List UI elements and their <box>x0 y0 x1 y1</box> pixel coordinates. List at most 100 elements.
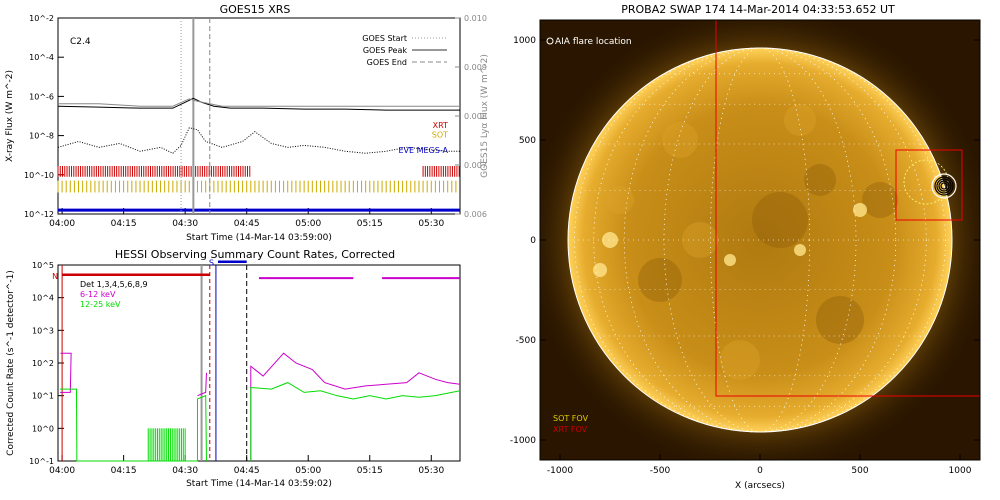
goes-ytick-label: 10^-10 <box>24 171 54 180</box>
hessi-mid-6-12 <box>197 372 207 397</box>
hessi-xtick-label: 04:30 <box>172 466 198 476</box>
aia-flare-contour <box>936 178 952 194</box>
hessi-xlabel: Start Time (14-Mar-14 03:59:02) <box>186 479 332 489</box>
goes-ytick-right-label: 0.006 <box>464 210 487 219</box>
solar-feature <box>804 164 836 196</box>
swap-ytick-label: 500 <box>519 136 536 146</box>
hessi-ytick-label: 10^-1 <box>29 457 54 466</box>
solar-feature <box>784 104 816 136</box>
sot-fov-box <box>895 149 963 221</box>
goes-ytick-right-label: 0.009 <box>464 63 487 72</box>
swap-xtick-label: 0 <box>757 466 763 476</box>
solar-feature <box>662 122 698 158</box>
swap-xtick-label: 500 <box>851 466 868 476</box>
hessi-panel: HESSI Observing Summary Count Rates, Cor… <box>6 248 461 489</box>
active-region <box>593 263 607 277</box>
goes-xtick-label: 05:15 <box>357 219 383 229</box>
goes-ytick-label: 10^-8 <box>29 132 54 141</box>
goes-ytick-label: 10^-2 <box>29 14 54 23</box>
swap-ytick-label: -1000 <box>510 436 536 446</box>
hessi-ytick-label: 10^3 <box>32 326 54 335</box>
goes-xtick-label: 04:30 <box>172 219 198 229</box>
longitude-line <box>593 47 927 433</box>
longitude-line <box>574 47 946 433</box>
goes-plot-area: 04:00 04:15 04:30 04:45 05:00 05:15 05:30 10^-2… <box>24 14 487 229</box>
coverage-label-2: EVE MEGS-A <box>398 146 448 155</box>
goes-series-2 <box>58 98 460 107</box>
solar-feature <box>682 222 718 258</box>
active-region <box>724 254 736 266</box>
hessi-title: HESSI Observing Summary Count Rates, Cor… <box>115 248 395 261</box>
goes-legend-label-1: GOES Peak <box>363 46 408 55</box>
swap-ytick-label: -500 <box>516 336 537 346</box>
aia-flare-contour <box>931 173 957 199</box>
sot-fov-ring <box>903 159 949 205</box>
goes-xlabel: Start Time (14-Mar-14 03:59:00) <box>186 233 332 243</box>
hessi-xtick-label: 04:00 <box>49 466 75 476</box>
hessi-early-12-25 <box>60 388 207 462</box>
hessi-frame <box>57 264 461 462</box>
hessi-early-6-12 <box>60 352 72 393</box>
solar-feature <box>816 296 864 344</box>
longitude-line <box>623 47 897 433</box>
aia-legend-marker <box>546 37 554 45</box>
swap-ytick-label: 0 <box>530 236 536 246</box>
goes-ylabel-right: GOES15 Lyα Flux (W m^-2) <box>480 54 490 178</box>
goes-legend-label-2: GOES End <box>367 58 407 67</box>
swap-ytick-label: 1000 <box>513 36 536 46</box>
hessi-xtick-label: 05:15 <box>357 466 383 476</box>
solar-feature <box>638 258 682 302</box>
hessi-ytick-label: 10^1 <box>32 392 54 401</box>
xrt-fov-box <box>715 20 980 397</box>
goes-ytick-right-label: 0.007 <box>464 161 487 170</box>
hessi-ytick-label: 10^0 <box>32 424 54 433</box>
hessi-xtick-label: 04:45 <box>234 466 260 476</box>
goes-xtick-label: 05:30 <box>418 219 444 229</box>
solar-feature <box>606 186 634 214</box>
hessi-xtick-label: 04:15 <box>111 466 137 476</box>
xrt-fov-legend: XRT FOV <box>553 425 588 434</box>
coverage-label-0: XRT <box>433 121 448 130</box>
hessi-ylabel: Corrected Count Rate (s^-1 detector^-1) <box>6 270 16 456</box>
goes-ytick-right-label: 0.008 <box>464 112 487 121</box>
solar-feature <box>720 340 760 380</box>
hessi-legend-label-0: Det 1,3,4,5,6,8,9 <box>80 280 148 289</box>
hessi-ytick-label: 10^2 <box>32 359 54 368</box>
goes-title: GOES15 XRS <box>220 3 291 16</box>
hessi-series-1 <box>250 382 461 461</box>
flare-class-label: C2.4 <box>70 37 91 47</box>
swap-xtick-label: -500 <box>650 466 671 476</box>
goes-legend-label-0: GOES Start <box>362 34 407 43</box>
active-region <box>794 244 806 256</box>
hessi-legend-label-1: 6-12 keV <box>80 290 116 299</box>
swap-title: PROBA2 SWAP 174 14-Mar-2014 04:33:53.652… <box>621 3 895 16</box>
aia-flare-contour <box>940 182 948 190</box>
hessi-xtick-label: 05:30 <box>418 466 444 476</box>
solar-feature <box>752 192 808 248</box>
active-region <box>853 203 867 217</box>
goes-ylabel: X-ray Flux (W m^-2) <box>5 70 15 162</box>
goes-series-0 <box>57 97 460 111</box>
hessi-ytick-label: 10^5 <box>32 261 54 270</box>
swap-panel: PROBA2 SWAP 174 14-Mar-2014 04:33:53.652… <box>510 3 981 491</box>
active-region <box>602 232 618 248</box>
coverage-label-1: SOT <box>432 131 448 140</box>
goes-xtick-label: 04:00 <box>49 219 75 229</box>
hessi-xtick-label: 05:00 <box>295 466 321 476</box>
solar-disk <box>568 48 952 432</box>
aia-legend-label: AIA flare location <box>555 37 632 47</box>
goes-xtick-label: 04:15 <box>111 219 137 229</box>
swap-xtick-label: 1000 <box>949 466 972 476</box>
goes-ytick-label: 10^-6 <box>29 92 54 101</box>
sot-fov-legend: SOT FOV <box>553 414 589 423</box>
solar-feature <box>862 182 898 218</box>
hessi-legend-label-2: 12-25 keV <box>80 300 121 309</box>
goes-panel: GOES15 XRS 04:00 04:15 04:30 04:45 05:00 05:1… <box>5 3 490 243</box>
swap-xtick-label: -1000 <box>547 466 573 476</box>
longitude-line <box>663 47 857 433</box>
goes-ytick-label: 10^-12 <box>24 210 54 219</box>
swap-xlabel: X (arcsecs) <box>735 481 785 491</box>
aia-flare-contour <box>934 176 954 196</box>
hessi-flag-label-1: S <box>209 259 214 268</box>
